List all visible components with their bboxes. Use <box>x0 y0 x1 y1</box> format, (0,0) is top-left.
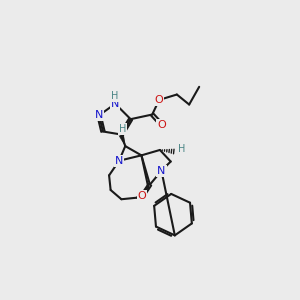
Text: O: O <box>138 191 147 201</box>
Text: O: O <box>155 95 164 105</box>
Text: N: N <box>115 156 123 166</box>
Polygon shape <box>119 135 125 146</box>
Text: O: O <box>157 119 166 130</box>
Text: N: N <box>111 99 119 109</box>
Text: N: N <box>95 110 103 120</box>
Text: N: N <box>157 166 166 176</box>
Text: H: H <box>178 144 185 154</box>
Text: H: H <box>111 91 118 101</box>
Text: H: H <box>119 124 127 134</box>
